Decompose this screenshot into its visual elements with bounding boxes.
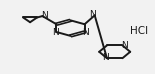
Text: N: N: [52, 28, 59, 37]
Text: HCl: HCl: [130, 26, 148, 36]
Text: N: N: [41, 11, 48, 20]
Text: N: N: [89, 10, 96, 19]
Text: N: N: [82, 28, 89, 37]
Text: N: N: [102, 53, 108, 62]
Text: N: N: [121, 41, 128, 50]
